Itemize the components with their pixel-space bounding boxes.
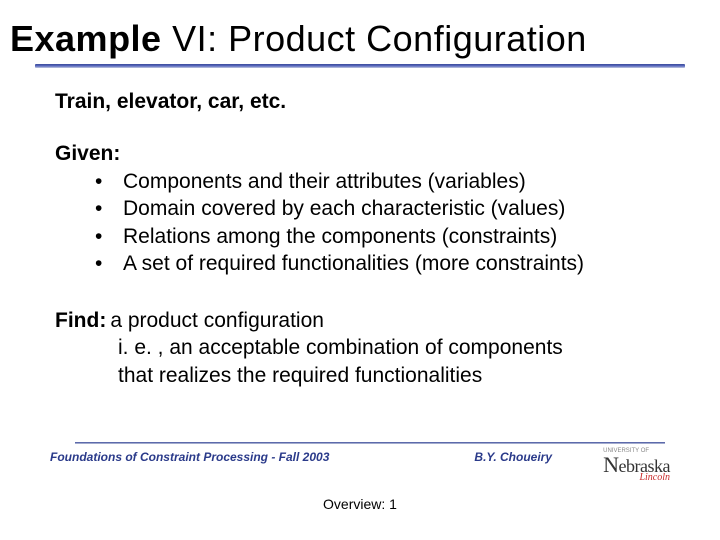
title-bold-word: Example [10, 18, 162, 59]
university-logo: UNIVERSITY OF Nebraska Lincoln [603, 450, 670, 482]
footer: Foundations of Constraint Processing - F… [0, 442, 720, 512]
page-number: Overview: 1 [0, 496, 720, 512]
content-area: Train, elevator, car, etc. Given: Compon… [0, 68, 720, 389]
subtitle: Train, elevator, car, etc. [55, 90, 665, 114]
footer-course: Foundations of Constraint Processing - F… [50, 450, 329, 464]
title-rest: VI: Product Configuration [162, 18, 587, 59]
given-label: Given: [55, 142, 665, 166]
given-bullets: Components and their attributes (variabl… [55, 168, 665, 277]
find-label: Find: [55, 309, 106, 332]
slide-title: Example VI: Product Configuration [0, 18, 720, 62]
slide: Example VI: Product Configuration Train,… [0, 0, 720, 540]
find-block: Find: a product configuration [55, 307, 665, 334]
bullet-item: A set of required functionalities (more … [95, 250, 665, 277]
footer-author: B.Y. Choueiry [474, 450, 552, 464]
footer-rule [75, 442, 665, 444]
footer-row: Foundations of Constraint Processing - F… [0, 450, 720, 482]
bullet-item: Domain covered by each characteristic (v… [95, 195, 665, 222]
bullet-item: Relations among the components (constrai… [95, 223, 665, 250]
find-line: i. e. , an acceptable combination of com… [55, 334, 665, 361]
find-line: that realizes the required functionaliti… [55, 362, 665, 389]
find-line: a product configuration [106, 307, 324, 334]
bullet-item: Components and their attributes (variabl… [95, 168, 665, 195]
